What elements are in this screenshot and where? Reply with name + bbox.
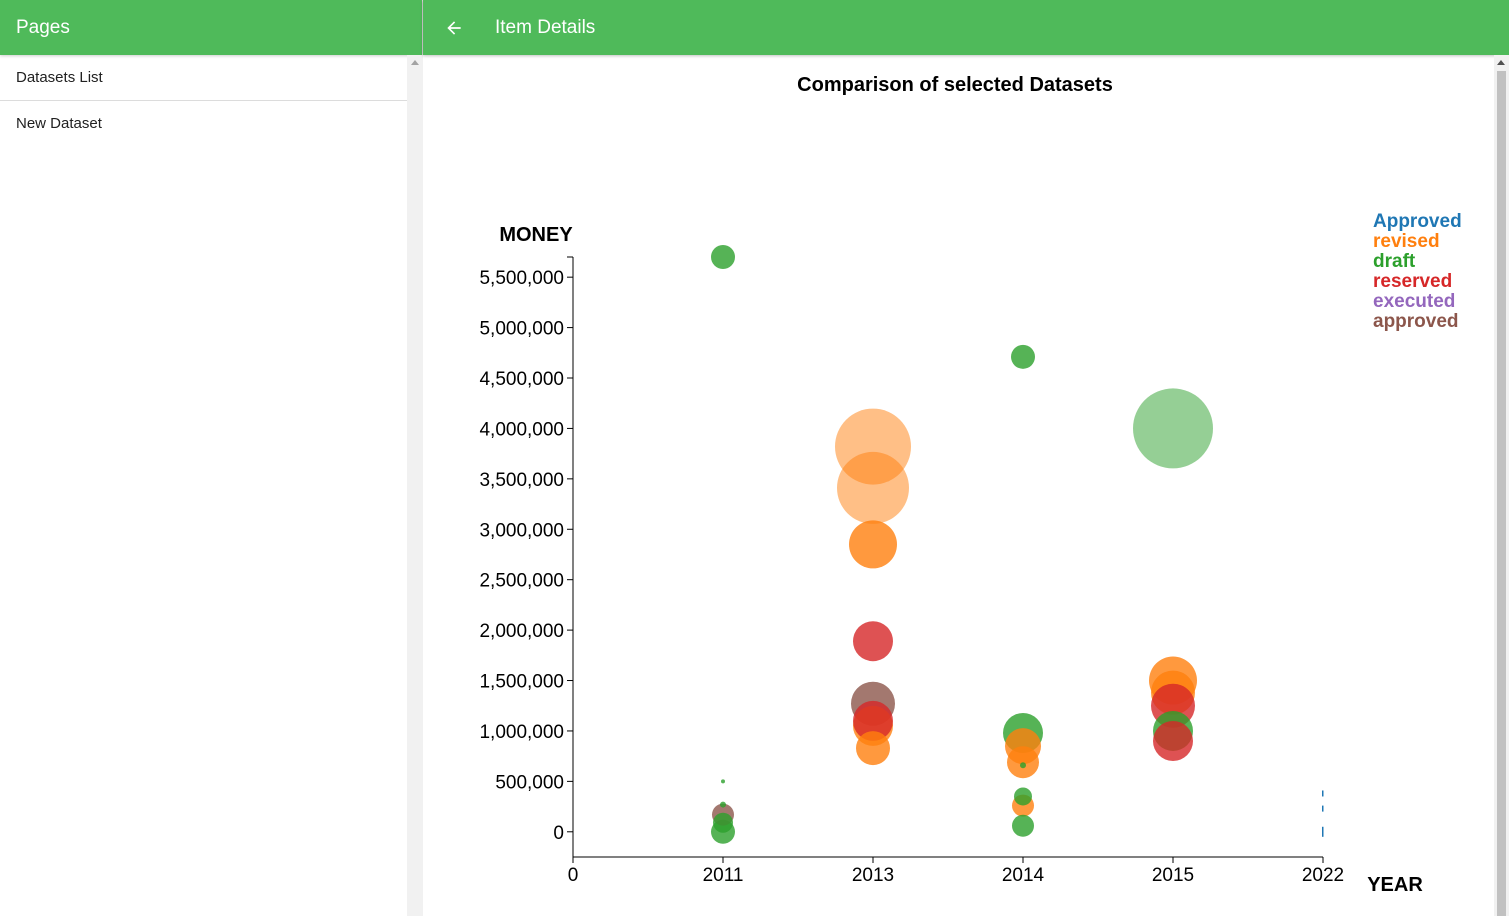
page-title: Item Details [495,16,596,38]
x-tick-label: 2013 [852,865,894,886]
sidebar-nav: Datasets List New Dataset [0,55,407,145]
sidebar: Pages Datasets List New Dataset [0,0,423,916]
data-point-revised[interactable] [837,451,909,524]
data-point-approved[interactable] [1322,826,1324,833]
y-tick-label: 5,000,000 [479,319,564,340]
data-points [711,245,1324,844]
y-tick-label: 0 [553,823,564,844]
data-point-draft[interactable] [711,245,735,269]
legend-item-draft[interactable]: draft [1373,251,1416,272]
data-point-draft[interactable] [721,779,725,784]
legend-item-revised[interactable]: revised [1373,231,1440,252]
main-panel: Item Details Comparison of selected Data… [423,0,1509,916]
legend-item-executed[interactable]: executed [1373,291,1455,312]
scrollbar-thumb[interactable] [1497,71,1506,916]
sidebar-header: Pages [0,0,422,55]
data-point-reserved[interactable] [853,621,893,662]
x-tick-label: 2011 [703,865,744,886]
data-point-approved[interactable] [1322,805,1324,812]
sidebar-item-label: New Dataset [16,114,102,132]
data-point-reserved[interactable] [853,700,893,741]
y-tick-label: 1,500,000 [479,672,564,693]
data-point-revised[interactable] [1007,746,1039,779]
x-axis-label: YEAR [1367,874,1423,896]
sidebar-item-label: Datasets List [16,69,103,86]
sidebar-scrollbar[interactable] [407,55,423,916]
bubble-chart: Comparison of selected Datasets 0 500,000… [479,74,1462,896]
legend-item-approved[interactable]: Approved [1373,211,1462,232]
data-point-draft[interactable] [1011,344,1035,369]
y-tick-label: 2,500,000 [479,571,564,592]
legend: Approvedreviseddraftreservedexecutedappr… [1373,211,1462,332]
data-point-draft[interactable] [1014,787,1032,806]
y-tick-label: 4,500,000 [479,369,564,390]
y-tick-label: 2,000,000 [479,621,564,642]
sidebar-item-new-dataset[interactable]: New Dataset [0,100,407,145]
data-point-revised[interactable] [849,520,897,569]
data-point-draft[interactable] [720,801,726,808]
y-tick-label: 3,500,000 [479,470,564,491]
x-tick-label: 2022 [1302,865,1344,886]
legend-item-approved[interactable]: approved [1373,311,1459,332]
sidebar-item-datasets-list[interactable]: Datasets List [0,55,407,100]
y-tick-label: 5,500,000 [479,268,564,289]
sidebar-title: Pages [16,16,70,38]
data-point-approved[interactable] [1322,790,1324,797]
back-button[interactable] [423,0,485,55]
data-point-draft[interactable] [1020,762,1026,769]
y-tick-label: 500,000 [495,772,564,793]
legend-item-reserved[interactable]: reserved [1373,271,1452,292]
x-tick-label: 2015 [1152,865,1194,886]
y-axis-label: MONEY [499,224,573,246]
scroll-up-arrow-icon[interactable] [411,60,419,65]
x-tick-label: 0 [568,865,579,886]
data-point-draft[interactable] [713,812,733,833]
y-tick-label: 1,000,000 [479,722,564,743]
y-tick-label: 4,000,000 [479,419,564,440]
main-header: Item Details [423,0,1509,55]
data-point-draft[interactable] [1133,388,1213,469]
chart-title: Comparison of selected Datasets [797,74,1113,96]
data-point-revised[interactable] [856,731,890,766]
y-tick-label: 3,000,000 [479,520,564,541]
scroll-up-arrow-icon[interactable] [1497,60,1505,65]
arrow-left-icon [447,20,461,35]
x-tick-label: 2014 [1002,865,1045,886]
data-point-reserved[interactable] [1153,721,1193,762]
y-axis: 0 500,000 1,000,000 1,500,000 2,000,000 2,500… [479,256,574,857]
data-point-approved[interactable] [1322,830,1324,837]
x-axis: 0 2011 2013 2014 2015 2022 [568,856,1344,886]
data-point-draft[interactable] [1012,814,1034,837]
main-scrollbar[interactable] [1494,55,1509,916]
